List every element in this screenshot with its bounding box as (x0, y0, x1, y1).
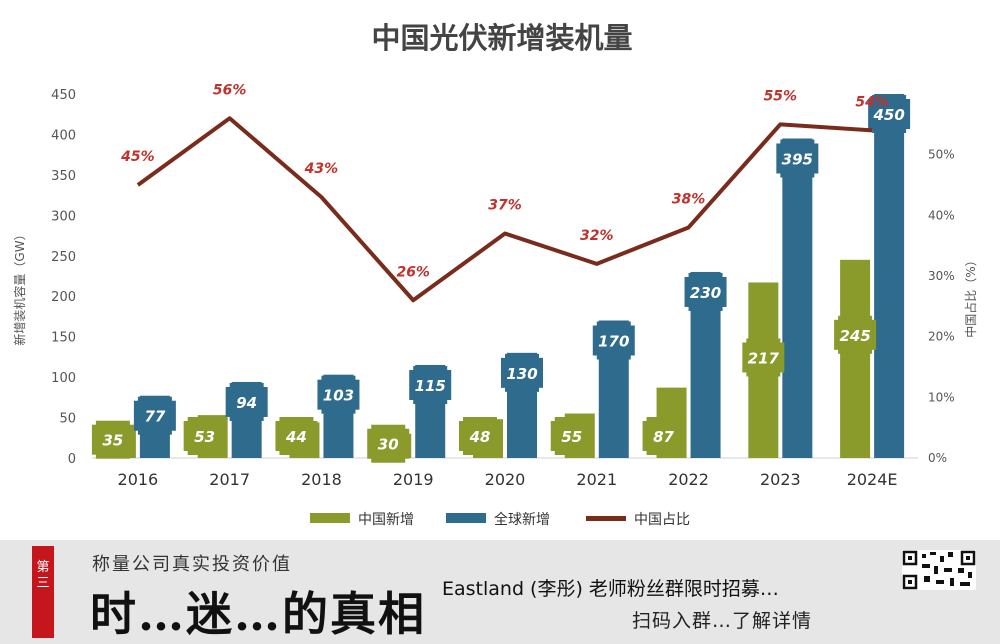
bar-china-badge-edge (746, 338, 781, 377)
bar-china-value: 55 (561, 428, 582, 446)
bar-china-value: 245 (839, 327, 870, 345)
bar-global-badge-edge (321, 375, 356, 414)
promo-banner: 第三 称量公司真实投资价值 时…迷…的真相 Eastland (李彤) 老师粉丝… (0, 540, 1000, 644)
legend-label: 中国新增 (358, 512, 414, 528)
bar-china-value: 53 (194, 428, 215, 446)
share-line: 45% 56% 43% 26% 37% 32% 38% 55% 54% (120, 82, 889, 303)
bar-global-badge-edge (780, 139, 815, 178)
bar-global-value: 395 (782, 150, 813, 168)
banner-title: 时…迷…的真相 (90, 587, 426, 641)
bar-china-value: 30 (378, 436, 399, 454)
bar-china-value: 87 (653, 428, 674, 446)
y-tick-label: 250 (51, 250, 76, 265)
bar-global-value: 130 (506, 365, 537, 383)
x-tick-label: 2018 (301, 470, 342, 489)
bar-china-value: 217 (748, 349, 780, 367)
bar-global-value: 94 (236, 394, 257, 412)
bar-global-value: 230 (690, 284, 721, 302)
badge: 第三 (32, 546, 54, 638)
bar-global-2024E (874, 94, 905, 458)
bar-china-value: 48 (469, 428, 491, 446)
x-axis: 2016 2017 2018 2019 2020 2021 2022 2023 2024E (118, 470, 898, 489)
line-data-label: 37% (488, 198, 522, 214)
y-tick-label: 400 (51, 128, 76, 143)
y-tick-label: 450 (51, 88, 76, 103)
chart: 中国光伏新增装机量 0 50 100 150 200 250 300 350 400 450 0%… (12, 21, 978, 528)
y-tick-label: 300 (51, 209, 76, 224)
bar-global-badge-edge (413, 365, 448, 404)
line-data-label: 38% (672, 191, 706, 207)
y-axis-right-label: 中国占比（%） (963, 254, 978, 337)
banner-line-1: Eastland (李彤) 老师粉丝群限时招募… (442, 578, 779, 600)
bar-china-2024E (840, 259, 871, 458)
y-axis-left-label: 新增装机容量（GW） (12, 228, 27, 345)
bar-global-value: 450 (872, 106, 904, 124)
bar-global-badge-edge (229, 382, 264, 421)
chart-svg: 中国光伏新增装机量 0 50 100 150 200 250 300 350 400 450 0%… (12, 21, 978, 528)
y2-tick-label: 50% (928, 148, 955, 162)
x-tick-label: 2022 (668, 470, 709, 489)
line-data-label: 43% (304, 161, 339, 177)
bar-china-badge-edge (279, 417, 314, 455)
line-china-share (136, 116, 873, 303)
banner-line-2: 扫码入群…了解详情 (632, 610, 813, 632)
y-axis-right: 0% 10% 20% 30% 40% 50% (928, 148, 955, 465)
x-tick-label: 2024E (847, 470, 898, 489)
y2-tick-label: 20% (928, 330, 955, 344)
y-axis-left: 0 50 100 150 200 250 300 350 400 450 (51, 88, 76, 467)
banner-subtitle: 称量公司真实投资价值 (92, 554, 292, 575)
line-data-label: 55% (764, 88, 798, 104)
y2-tick-label: 0% (928, 451, 947, 465)
line-data-label: 26% (396, 264, 430, 280)
bars: 35 77 53 94 44 103 30 115 48 130 55 170 87 230 217 395 2… (91, 94, 911, 463)
y2-tick-label: 40% (928, 208, 955, 222)
bar-china-badge-edge (187, 417, 222, 455)
legend: 中国新增 全球新增 中国占比 (310, 511, 690, 528)
y-tick-label: 150 (51, 331, 76, 346)
bar-china-badge-edge (371, 424, 406, 463)
x-tick-label: 2021 (576, 470, 617, 489)
y-tick-label: 100 (51, 371, 76, 386)
legend-swatch (586, 516, 626, 521)
bar-china-badge-edge (463, 417, 497, 455)
x-tick-label: 2019 (393, 470, 434, 489)
bar-global-badge-edge (872, 95, 907, 133)
bar-global-badge-edge (137, 396, 172, 435)
y2-tick-label: 10% (928, 390, 955, 404)
legend-label: 中国占比 (634, 512, 690, 528)
badge-text: 第三 (36, 560, 50, 591)
qr-code-icon[interactable] (902, 550, 976, 590)
bar-global-value: 115 (415, 377, 446, 395)
bar-china-value: 35 (102, 432, 123, 450)
y-tick-label: 50 (59, 412, 76, 427)
y-tick-label: 0 (68, 452, 76, 467)
x-tick-label: 2020 (485, 470, 526, 489)
y2-tick-label: 30% (928, 269, 955, 283)
line-data-label: 45% (120, 149, 155, 165)
chart-title: 中国光伏新增装机量 (371, 21, 632, 55)
x-tick-label: 2017 (209, 470, 250, 489)
bar-global-value: 103 (323, 387, 354, 405)
y-tick-label: 200 (51, 290, 76, 305)
line-data-label: 32% (580, 228, 614, 244)
bar-global-badge-edge (505, 353, 539, 392)
line-data-label: 54% (855, 94, 889, 110)
legend-label: 全球新增 (494, 511, 550, 528)
legend-swatch (446, 513, 486, 523)
bar-china-badge-edge (838, 315, 873, 354)
y-tick-label: 350 (51, 169, 76, 184)
bar-global-badge-edge (688, 272, 723, 311)
x-tick-label: 2016 (118, 470, 159, 489)
legend-swatch (310, 513, 350, 523)
bar-china-badge-edge (95, 420, 130, 459)
bar-china-badge-edge (554, 417, 589, 455)
line-data-label: 56% (213, 82, 247, 98)
bar-global-badge-edge (596, 321, 631, 360)
bar-global-2023 (782, 138, 813, 458)
bar-global-value: 170 (598, 332, 629, 350)
bar-china-badge-edge (646, 417, 681, 455)
x-tick-label: 2023 (760, 470, 801, 489)
bar-china-value: 44 (285, 428, 307, 446)
bar-global-value: 77 (144, 408, 165, 426)
